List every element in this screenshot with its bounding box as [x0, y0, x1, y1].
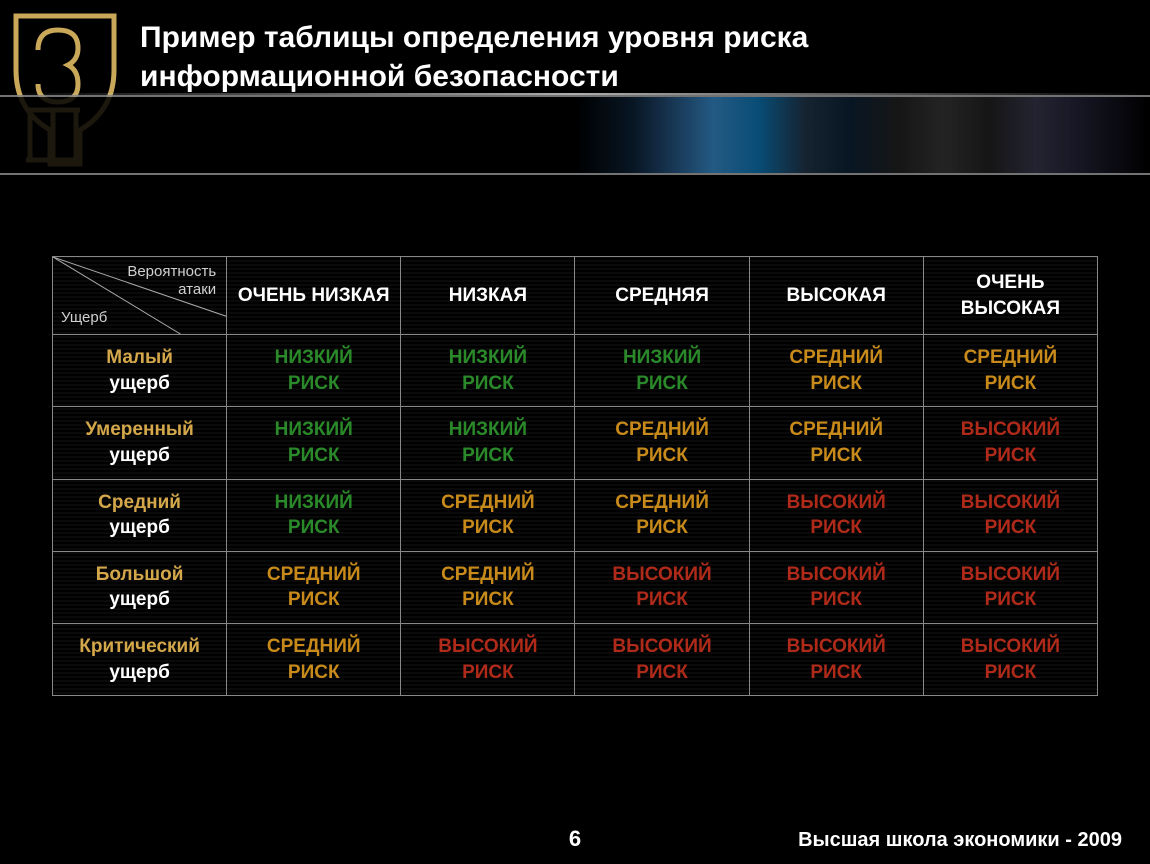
corner-top-label-1: Вероятность: [127, 263, 216, 280]
risk-table-container: Вероятность атаки Ущерб Очень низкая Низ…: [52, 256, 1098, 696]
col-head-4: Очень высокая: [923, 257, 1097, 335]
corner-bottom-label: Ущерб: [61, 308, 107, 328]
risk-cell: Высокийриск: [749, 479, 923, 551]
risk-matrix-table: Вероятность атаки Ущерб Очень низкая Низ…: [52, 256, 1098, 696]
row-head-1: Умеренныйущерб: [53, 407, 227, 479]
table-row: МалыйущербНизкийрискНизкийрискНизкийриск…: [53, 335, 1098, 407]
risk-cell: Высокийриск: [923, 551, 1097, 623]
decorative-banner: [0, 95, 1150, 175]
risk-cell: Низкийриск: [227, 335, 401, 407]
col-head-2: Средняя: [575, 257, 749, 335]
risk-cell: Высокийриск: [575, 624, 749, 696]
corner-top-label-2: атаки: [178, 281, 216, 298]
risk-cell: Среднийриск: [227, 551, 401, 623]
row-head-0: Малыйущерб: [53, 335, 227, 407]
risk-cell: Высокийриск: [923, 479, 1097, 551]
risk-cell: Среднийриск: [401, 551, 575, 623]
risk-cell: Низкийриск: [401, 335, 575, 407]
risk-cell: Низкийриск: [401, 407, 575, 479]
risk-cell: Высокийриск: [749, 624, 923, 696]
table-row: КритическийущербСреднийрискВысокийрискВы…: [53, 624, 1098, 696]
risk-cell: Высокийриск: [575, 551, 749, 623]
col-head-3: Высокая: [749, 257, 923, 335]
row-head-2: Среднийущерб: [53, 479, 227, 551]
risk-cell: Высокийриск: [401, 624, 575, 696]
risk-cell: Низкийриск: [227, 479, 401, 551]
table-row: СреднийущербНизкийрискСреднийрискСредний…: [53, 479, 1098, 551]
risk-cell: Высокийриск: [923, 624, 1097, 696]
table-header-row: Вероятность атаки Ущерб Очень низкая Низ…: [53, 257, 1098, 335]
slide-title: Пример таблицы определения уровня риска …: [140, 18, 1040, 96]
risk-cell: Высокийриск: [749, 551, 923, 623]
page-number: 6: [569, 826, 581, 852]
risk-cell: Высокийриск: [923, 407, 1097, 479]
risk-cell: Среднийриск: [923, 335, 1097, 407]
risk-cell: Среднийриск: [575, 407, 749, 479]
col-head-1: Низкая: [401, 257, 575, 335]
risk-cell: Среднийриск: [575, 479, 749, 551]
table-row: БольшойущербСреднийрискСреднийрискВысоки…: [53, 551, 1098, 623]
table-row: УмеренныйущербНизкийрискНизкийрискСредни…: [53, 407, 1098, 479]
risk-cell: Низкийриск: [227, 407, 401, 479]
corner-header-cell: Вероятность атаки Ущерб: [53, 257, 227, 335]
row-head-3: Большойущерб: [53, 551, 227, 623]
risk-cell: Среднийриск: [749, 407, 923, 479]
risk-cell: Среднийриск: [749, 335, 923, 407]
risk-cell: Среднийриск: [227, 624, 401, 696]
col-head-0: Очень низкая: [227, 257, 401, 335]
risk-cell: Среднийриск: [401, 479, 575, 551]
row-head-4: Критическийущерб: [53, 624, 227, 696]
footer-text: Высшая школа экономики - 2009: [798, 829, 1122, 852]
risk-cell: Низкийриск: [575, 335, 749, 407]
